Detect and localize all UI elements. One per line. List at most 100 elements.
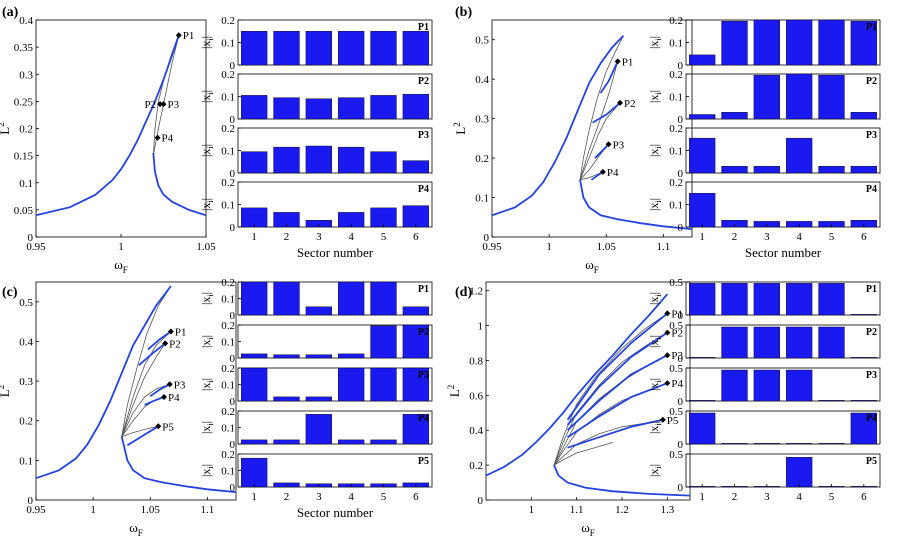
bar <box>818 326 845 359</box>
bar <box>241 95 268 120</box>
bar-x-tick-label: 4 <box>796 491 802 503</box>
bar-subplot-label: P2 <box>866 327 877 338</box>
bar-frame <box>685 324 881 359</box>
bar-y-tick-label: 0 <box>678 439 684 451</box>
bar <box>721 369 748 402</box>
bar-y-axis-label: |xi| <box>647 292 663 305</box>
plot-frame <box>485 281 691 501</box>
bar-y-axis-label: |xi| <box>647 90 663 103</box>
y-tick-label: 0.4 <box>19 15 33 27</box>
bar-y-symbol: |x <box>647 426 661 434</box>
bar <box>786 369 813 402</box>
y-tick-label: 0.1 <box>19 178 33 190</box>
x-tick-label: 1.3 <box>660 504 674 516</box>
bar <box>273 439 300 445</box>
bar <box>753 74 780 120</box>
branch-curve <box>121 331 172 437</box>
bar <box>753 19 780 66</box>
bar-x-tick-label: 6 <box>861 491 867 503</box>
bar <box>689 283 716 316</box>
bar-y-symbol: |x <box>647 203 661 211</box>
bar-y-axis-label: |xi| <box>199 421 215 434</box>
y-tick-label: 0.3 <box>19 69 33 81</box>
bar-y-close: | <box>647 464 661 466</box>
bar-y-tick-label: 0.1 <box>221 380 235 392</box>
point-label: P2 <box>144 99 156 111</box>
bar-x-axis-label: Sector number <box>745 245 822 260</box>
y-tick-label: 0.25 <box>14 96 34 108</box>
bar-y-symbol: |x <box>199 383 213 391</box>
stable-branch-segment <box>138 342 166 366</box>
bar <box>305 98 332 120</box>
bar <box>241 353 268 359</box>
point-label: P1 <box>175 327 187 339</box>
x-tick-label: 1.05 <box>597 241 617 253</box>
x-tick-label: 1.1 <box>201 504 215 516</box>
bar <box>305 354 332 359</box>
bar-y-subscript: i <box>206 337 215 340</box>
bar-subplot-label: P1 <box>866 284 877 295</box>
y-tick-label: 0.1 <box>19 455 33 467</box>
bar-frame <box>685 453 881 488</box>
y-tick-label: 0.2 <box>19 416 33 428</box>
bar-x-tick-label: 2 <box>732 491 738 503</box>
bar-y-axis-label: |xi| <box>199 198 215 211</box>
bar-y-tick-label: 0.2 <box>221 15 235 27</box>
bar <box>241 439 268 445</box>
bar <box>818 19 845 66</box>
x-axis-symbol: ω <box>114 257 123 272</box>
bifurcation-plot: P1 P2 P3 P4 0.95 1 1.05 0 0.05 0.1 0.15 0.2 0.25 0.3 0… <box>0 15 216 275</box>
bar-subplot-label: P5 <box>866 456 877 467</box>
bar-y-tick-label: 0.5 <box>669 363 683 375</box>
bar-y-close: | <box>199 464 213 466</box>
bar <box>689 400 716 402</box>
bar-y-subscript: i <box>654 337 663 340</box>
point-label: P3 <box>168 99 180 111</box>
bar <box>338 97 365 120</box>
y-axis-symbol: L <box>447 389 462 397</box>
point-marker <box>154 134 161 141</box>
y-tick-label: 1 <box>478 321 484 333</box>
bar <box>338 367 365 402</box>
y-axis-label: L2 <box>0 385 12 397</box>
y-tick-label: 0.5 <box>19 297 33 309</box>
bar-x-axis-label: Sector number <box>297 245 374 260</box>
bar-y-symbol: |x <box>199 469 213 477</box>
y-tick-label: 0.4 <box>475 74 489 86</box>
bar-x-axis-label: Sector number <box>297 505 374 520</box>
bar <box>370 325 397 359</box>
y-axis-superscript: 2 <box>0 385 6 390</box>
bar-y-tick-label: 0 <box>678 353 684 365</box>
bar-y-tick-label: 0.5 <box>669 449 683 461</box>
bar <box>850 112 877 120</box>
point-marker <box>161 393 167 400</box>
y-tick-label: 0 <box>484 232 490 244</box>
x-axis-subscript: F <box>590 528 595 538</box>
main-curve-upper <box>485 293 668 477</box>
bar-x-tick-label: 3 <box>316 491 322 503</box>
y-tick-label: 0 <box>28 232 34 244</box>
bar-y-tick-label: 0.2 <box>221 177 235 189</box>
y-axis-superscript: 2 <box>446 385 456 390</box>
bar <box>241 31 268 66</box>
bar <box>370 281 397 316</box>
bar <box>370 151 397 174</box>
bar <box>786 19 813 66</box>
y-tick-label: 0.35 <box>14 42 34 54</box>
y-tick-label: 0 <box>28 495 34 507</box>
bar-y-axis-label: |xi| <box>647 464 663 477</box>
bar <box>753 283 780 316</box>
y-tick-label: 0.4 <box>469 425 483 437</box>
point-marker <box>155 423 162 430</box>
bar-y-subscript: i <box>206 146 215 149</box>
bar-y-tick-label: 0.1 <box>221 200 235 212</box>
bar-y-close: | <box>199 335 213 337</box>
bar <box>818 166 845 174</box>
x-tick-label: 1 <box>118 241 124 253</box>
bar <box>689 193 716 228</box>
bar-x-tick-label: 1 <box>251 231 257 243</box>
bar-y-axis-label: |xi| <box>199 144 215 157</box>
bar-y-tick-label: 0 <box>230 114 236 126</box>
bar <box>370 31 397 66</box>
bifurcation-plot: P1 P2 P3 P4 0.95 1 1.05 1.1 0 0.1 0.2 0.3 0.4 0.5 ωF L2 <box>452 19 693 275</box>
